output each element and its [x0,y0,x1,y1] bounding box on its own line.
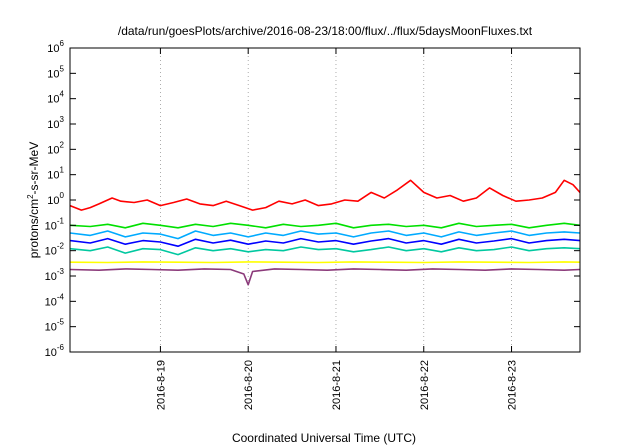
series-line-6 [70,261,580,264]
y-tick-label: 101 [47,166,64,182]
y-axis: 10-6 10-5 10-4 10-3 10-2 10-1 100 101 102 103 104 1… [45,39,580,359]
x-tick-label: 2016-8-22 [419,360,431,410]
y-tick-label: 106 [47,39,64,55]
plot-area [70,48,580,352]
series-line-1 [70,179,580,211]
series-line-5 [70,246,580,256]
y-tick-label: 10-5 [45,318,65,334]
series-line-7 [70,268,580,286]
y-axis-label: protons/cm2-s-sr-MeV [26,142,41,258]
x-axis: 2016-8-19 2016-8-20 2016-8-21 2016-8-22 2016… [155,48,519,410]
y-tick-label: 104 [47,90,64,106]
series-layer [70,179,580,286]
y-tick-label: 10-2 [45,242,65,258]
series-line-4 [70,237,580,247]
y-tick-label: 10-4 [45,292,65,308]
y-tick-label: 105 [47,64,64,80]
y-tick-label: 103 [47,115,64,131]
y-tick-label: 10-6 [45,343,65,359]
x-tick-label: 2016-8-23 [507,360,519,410]
y-tick-label: 10-1 [45,216,65,232]
y-tick-label: 10-3 [45,267,65,283]
series-line-2 [70,222,580,229]
y-axis-label-sup: 2 [26,194,35,199]
x-axis-label: Coordinated Universal Time (UTC) [232,431,416,445]
y-axis-label-post: -s-sr-MeV [27,142,41,195]
y-axis-label-pre: protons/cm [27,199,41,258]
x-tick-label: 2016-8-19 [155,360,167,410]
series-line-3 [70,230,580,240]
y-tick-label: 102 [47,140,64,156]
y-tick-label: 100 [47,191,64,207]
x-tick-label: 2016-8-20 [243,360,255,410]
plot-background [70,48,580,352]
chart-title: /data/run/goesPlots/archive/2016-08-23/1… [118,24,533,38]
x-tick-label: 2016-8-21 [331,360,343,410]
